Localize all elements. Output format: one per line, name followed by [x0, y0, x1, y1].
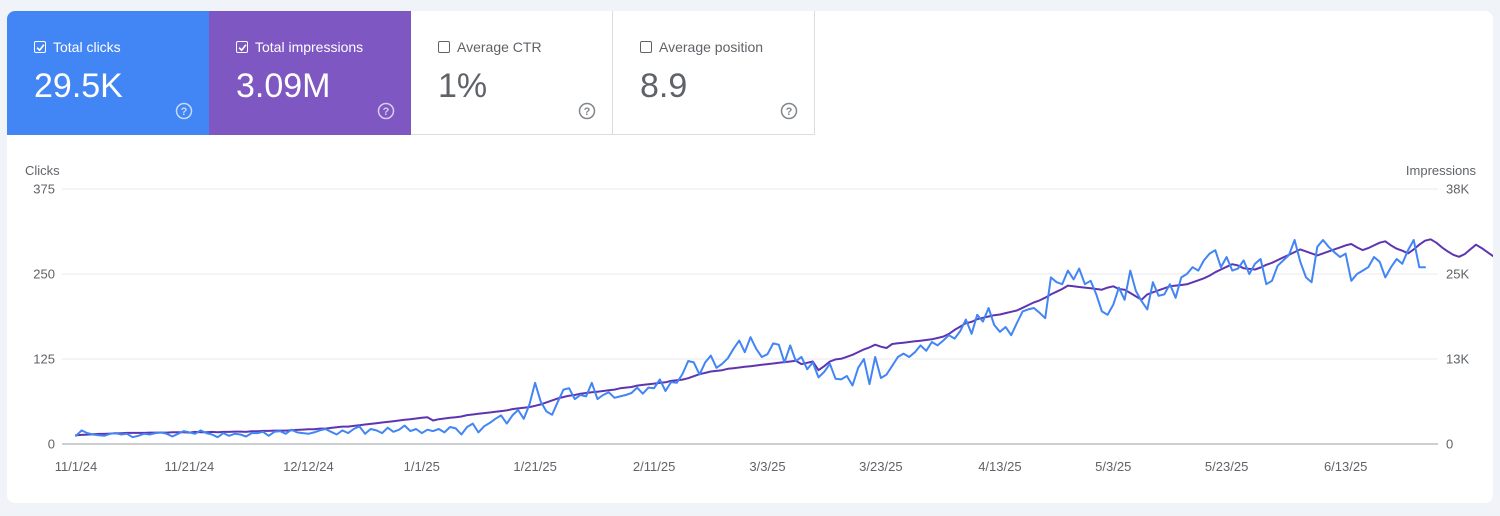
- y-tick-label-right: 13K: [1446, 352, 1469, 367]
- y-tick-label-right: 0: [1446, 437, 1453, 452]
- metric-value: 8.9: [640, 67, 688, 105]
- performance-chart: Clicks Impressions 0 0 125 13K 250 25K 375 38K 1…: [25, 163, 1493, 475]
- checkbox-icon[interactable]: [640, 41, 652, 53]
- help-circle-icon[interactable]: ?: [780, 102, 798, 125]
- performance-card: Total clicks 29.5K ? Total impressions 3…: [7, 11, 1493, 503]
- x-tick-label: 1/21/25: [513, 459, 556, 474]
- x-tick-label: 6/13/25: [1324, 459, 1367, 474]
- y-axis-right-label: Impressions: [1406, 163, 1477, 178]
- axis-ticks: 0 0 125 13K 250 25K 375 38K 11/1/24 11/21/24 12/12…: [33, 182, 1469, 475]
- metric-label: Total clicks: [53, 39, 121, 55]
- svg-text:?: ?: [584, 106, 591, 118]
- metric-value: 3.09M: [236, 67, 331, 105]
- metric-average-ctr[interactable]: Average CTR 1% ?: [411, 11, 613, 135]
- checkbox-icon[interactable]: [34, 41, 46, 53]
- help-circle-icon[interactable]: ?: [377, 102, 395, 125]
- metric-label: Average CTR: [457, 39, 542, 55]
- svg-text:?: ?: [786, 106, 793, 118]
- svg-text:?: ?: [383, 106, 390, 118]
- metric-label: Total impressions: [255, 39, 364, 55]
- y-tick-label-right: 38K: [1446, 182, 1469, 197]
- gridlines: [62, 188, 1438, 445]
- x-tick-label: 1/1/25: [404, 459, 440, 474]
- series-line-impressions: [75, 238, 1493, 437]
- metric-total-clicks[interactable]: Total clicks 29.5K ?: [7, 11, 209, 135]
- x-tick-label: 11/1/24: [55, 459, 97, 474]
- y-tick-label-left: 0: [48, 437, 55, 452]
- x-tick-label: 3/23/25: [859, 459, 902, 474]
- help-circle-icon[interactable]: ?: [578, 102, 596, 125]
- metric-average-position[interactable]: Average position 8.9 ?: [613, 11, 815, 135]
- x-tick-label: 5/3/25: [1095, 459, 1131, 474]
- y-axis-left-label: Clicks: [25, 163, 60, 178]
- metric-total-impressions[interactable]: Total impressions 3.09M ?: [209, 11, 411, 135]
- series-lines: [75, 238, 1493, 439]
- y-tick-label-right: 25K: [1446, 267, 1469, 282]
- checkbox-icon[interactable]: [438, 41, 450, 53]
- x-tick-label: 4/13/25: [978, 459, 1021, 474]
- y-tick-label-left: 250: [33, 267, 55, 282]
- x-tick-label: 2/11/25: [633, 459, 675, 474]
- x-tick-label: 3/3/25: [749, 459, 785, 474]
- series-line-clicks: [75, 239, 1426, 439]
- y-tick-label-left: 125: [33, 352, 55, 367]
- checkbox-icon[interactable]: [236, 41, 248, 53]
- x-tick-label: 11/21/24: [165, 459, 215, 474]
- metric-value: 29.5K: [34, 67, 123, 105]
- y-tick-label-left: 375: [33, 182, 55, 197]
- svg-text:?: ?: [181, 106, 188, 118]
- x-tick-label: 12/12/24: [283, 459, 334, 474]
- metric-label: Average position: [659, 39, 764, 55]
- metric-tabs: Total clicks 29.5K ? Total impressions 3…: [7, 11, 815, 135]
- metric-value: 1%: [438, 67, 488, 105]
- help-circle-icon[interactable]: ?: [175, 102, 193, 125]
- x-tick-label: 5/23/25: [1205, 459, 1248, 474]
